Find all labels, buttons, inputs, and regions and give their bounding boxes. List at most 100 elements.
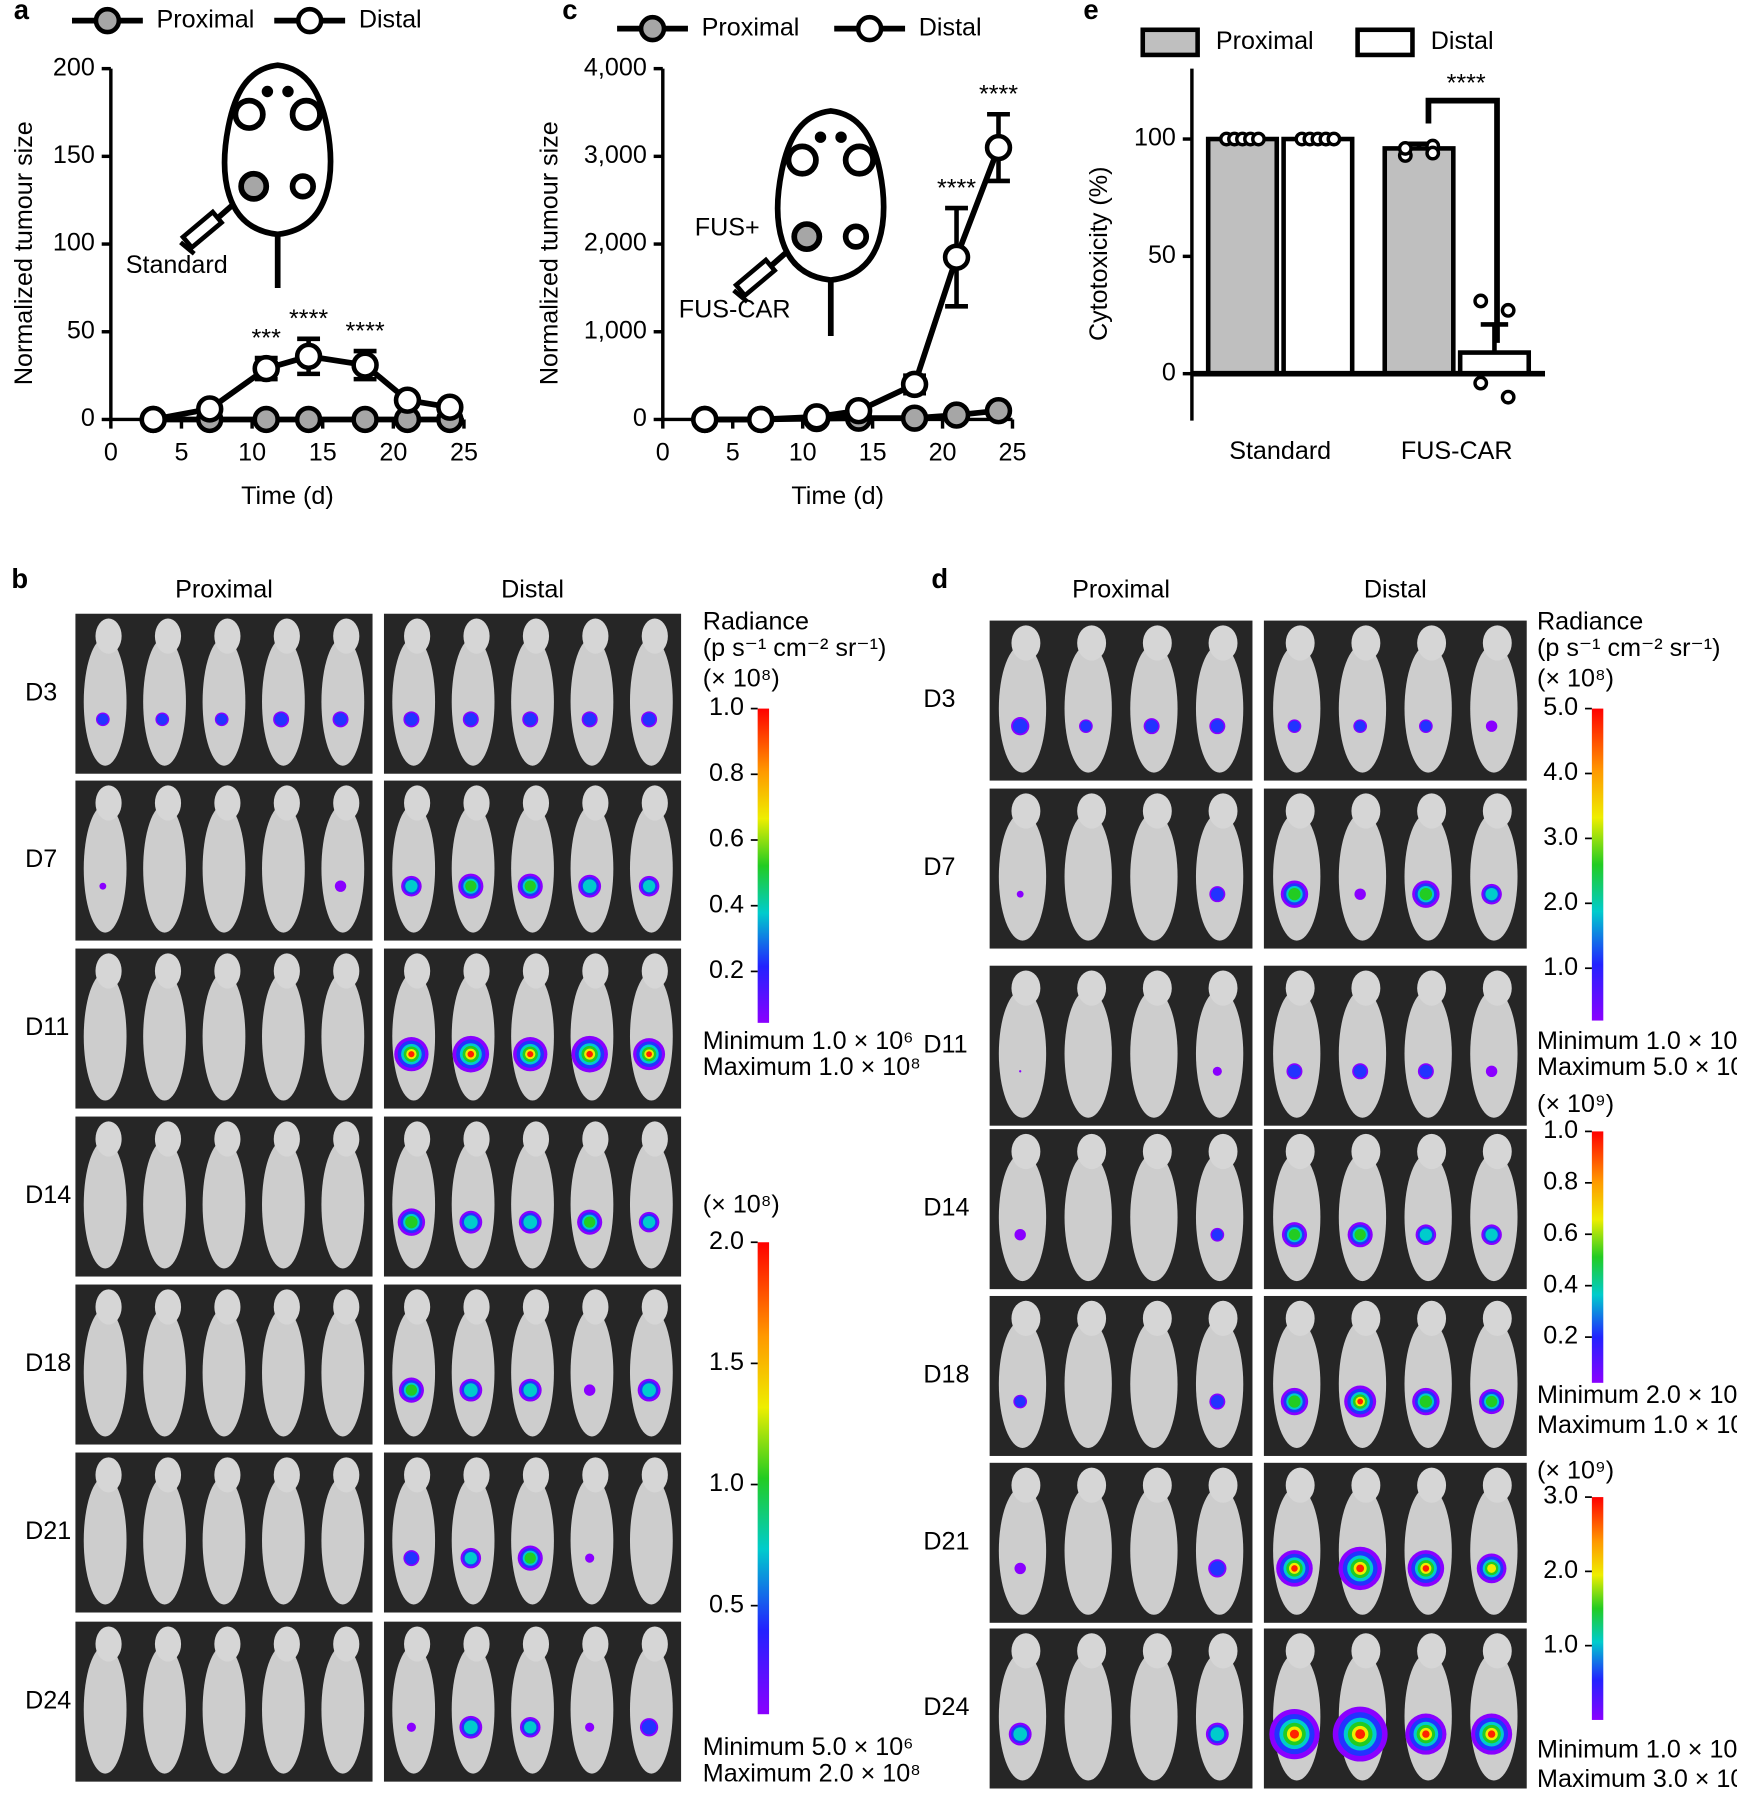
mouse-schematic <box>179 62 334 289</box>
signal <box>1288 720 1300 732</box>
y-axis-label: Normalized tumour size <box>535 121 563 385</box>
mouse-head <box>273 1626 300 1662</box>
mouse <box>262 1308 305 1437</box>
mouse <box>392 1308 436 1437</box>
inset-label: Standard <box>126 251 228 279</box>
row-label: D18 <box>25 1349 71 1377</box>
mouse-head <box>1417 1300 1447 1336</box>
signal <box>524 1721 537 1734</box>
colorbar-tick-label: 3.0 <box>1543 1482 1578 1510</box>
signal <box>1080 720 1092 732</box>
mouse <box>511 972 554 1101</box>
mouse-head <box>273 618 300 654</box>
mouse-head <box>1142 793 1172 829</box>
signal <box>464 712 478 726</box>
signal <box>99 882 107 890</box>
colorbar-tick-label: 0.8 <box>1543 1167 1578 1195</box>
signal <box>97 713 109 725</box>
data-point <box>1500 302 1516 318</box>
data-point <box>294 405 323 434</box>
signal <box>1210 1561 1225 1576</box>
mouse <box>1064 989 1112 1118</box>
mouse <box>321 804 365 933</box>
mouse-head <box>1142 1467 1172 1503</box>
mouse <box>511 1645 554 1774</box>
mouse-head <box>582 618 609 654</box>
mouse-head <box>1285 1300 1315 1336</box>
mouse-head <box>1417 793 1447 829</box>
imaging-photo <box>989 965 1253 1126</box>
mouse <box>1064 644 1112 773</box>
mouse-head <box>273 785 300 821</box>
mouse-head <box>582 1121 609 1157</box>
mouse-head <box>1351 1300 1381 1336</box>
signal <box>1014 1229 1026 1241</box>
mouse <box>392 637 436 766</box>
y-tick-label: 3,000 <box>584 141 647 169</box>
data-point <box>436 393 464 421</box>
mouse <box>629 1308 673 1437</box>
mouse <box>570 637 614 766</box>
mouse-head <box>333 618 360 654</box>
legend-label: Proximal <box>1216 27 1314 55</box>
mouse <box>570 1140 614 1269</box>
mouse <box>1404 812 1452 941</box>
mouse-head <box>95 618 122 654</box>
mouse <box>1338 1319 1387 1448</box>
legend-marker <box>638 14 667 43</box>
mouse <box>202 1645 246 1774</box>
mouse-head <box>214 785 241 821</box>
mouse-head <box>1208 793 1238 829</box>
mouse-head <box>1011 970 1041 1006</box>
mouse <box>83 1645 127 1774</box>
signal <box>1354 720 1366 732</box>
y-tick-label: 100 <box>1134 124 1176 152</box>
data-point <box>252 405 280 434</box>
data-point <box>844 396 873 425</box>
data-point <box>393 386 422 414</box>
column-header: Proximal <box>175 576 273 604</box>
signal <box>641 1719 657 1735</box>
mouse <box>1195 1486 1244 1615</box>
mouse <box>143 804 186 933</box>
mouse <box>1064 1652 1112 1781</box>
row-label: D14 <box>923 1194 969 1222</box>
colorbar-tick-label: 1.0 <box>1543 1630 1578 1658</box>
mouse <box>321 972 365 1101</box>
significance: **** <box>979 81 1018 109</box>
mouse-head <box>582 1289 609 1325</box>
mouse-head <box>1011 1467 1041 1503</box>
mouse <box>451 1476 495 1605</box>
colorbar-tick-label: 0.2 <box>709 956 744 984</box>
mouse-head <box>582 1457 609 1493</box>
signal <box>1212 1066 1222 1076</box>
mouse <box>1273 812 1321 941</box>
mouse <box>143 1476 186 1605</box>
mouse-head <box>95 953 122 989</box>
signal <box>408 1051 415 1058</box>
mouse-head <box>154 1626 182 1662</box>
mouse-head <box>522 953 550 989</box>
legend-swatch <box>1140 27 1200 58</box>
signal <box>1485 1065 1498 1078</box>
data-point <box>1397 140 1413 156</box>
mouse <box>392 1140 436 1269</box>
imaging-photo <box>989 620 1253 781</box>
signal <box>463 1720 478 1735</box>
mouse-head <box>1142 625 1172 661</box>
mouse-head <box>214 953 241 989</box>
colorbar-maximum: Maximum 2.0 × 10⁸ <box>703 1759 921 1787</box>
mouse <box>83 1308 127 1437</box>
imaging-photo <box>75 1621 373 1782</box>
y-tick-label: 100 <box>53 229 95 257</box>
mouse <box>1195 989 1244 1118</box>
imaging-photo <box>1263 1462 1527 1623</box>
mouse <box>143 1308 186 1437</box>
row-label: D21 <box>923 1527 969 1555</box>
mouse <box>1130 1319 1178 1448</box>
mouse-head <box>1011 1133 1041 1170</box>
data-point <box>802 403 831 431</box>
mouse-head <box>1077 1467 1107 1503</box>
mouse-head <box>1011 625 1041 661</box>
mouse-head <box>1208 1133 1238 1170</box>
